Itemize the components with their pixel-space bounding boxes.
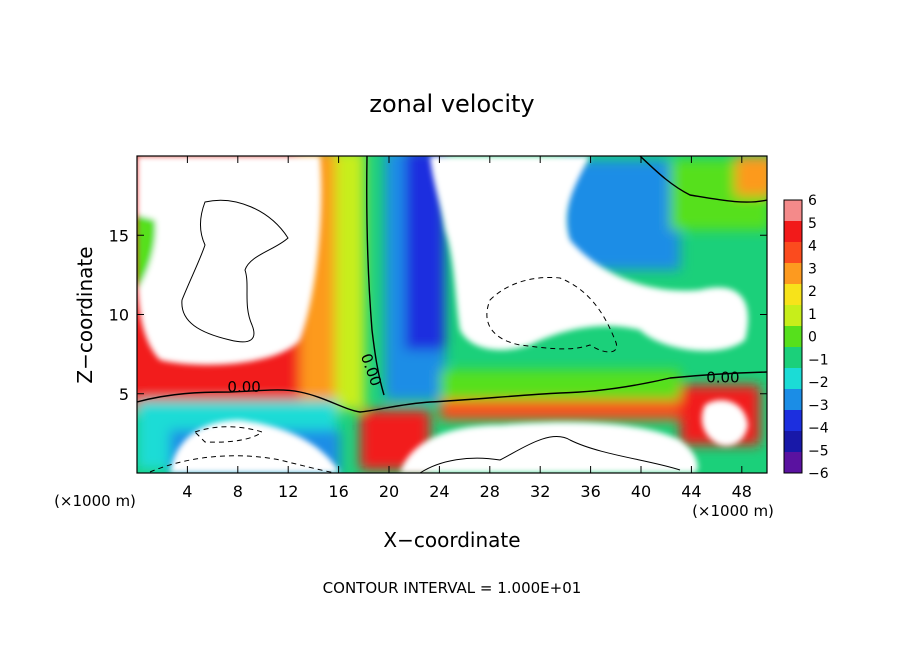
contour-label-text: 0.00: [227, 378, 260, 396]
colorbar-frame: [783, 199, 803, 474]
colorbar-label: 0: [808, 330, 817, 346]
white-spot-left-edge: [137, 215, 156, 290]
colorbar-swatch: [784, 389, 802, 411]
yellow-band-left: [335, 156, 365, 410]
y-tick-label: 10: [109, 306, 129, 325]
zero-contour-bottom: [419, 436, 681, 473]
colorbar-swatch: [784, 326, 802, 348]
lower-green-strip: [440, 370, 680, 400]
zero-contour-vertical: [366, 156, 385, 396]
colorbar-label: −2: [808, 375, 829, 391]
colorbar-swatch: [784, 347, 802, 369]
colorbar-label: −3: [808, 398, 829, 414]
negative-contour-bottom-left: [194, 426, 264, 443]
contour-label: 0.00: [227, 378, 260, 396]
zero-contour-upper-right: [639, 156, 767, 203]
white-region-bottom-right: [701, 400, 748, 446]
colorbar-swatch: [784, 242, 802, 264]
x-tick-label: 20: [379, 482, 399, 501]
colorbar-label: 6: [808, 193, 817, 209]
x-tick-label: 12: [278, 482, 298, 501]
negative-contour-bottom: [149, 455, 336, 473]
white-region-bottom-left: [170, 420, 340, 473]
colorbar: 6 5 4 3 2 1 0 −1 −2 −3 −4 −5 −6: [783, 193, 829, 482]
x-tick-label: 40: [631, 482, 651, 501]
colorbar-swatch: [784, 221, 802, 243]
x-tick-label: 36: [580, 482, 600, 501]
plot-area: 0.00 0.00 0.00: [137, 156, 767, 473]
y-axis: 5 10 15: [109, 226, 767, 404]
colorbar-swatch: [784, 431, 802, 453]
x-tick-label: 44: [681, 482, 701, 501]
y-tick-label: 5: [119, 385, 129, 404]
colorbar-label: 3: [808, 261, 817, 277]
colorbar-label: 4: [808, 239, 817, 255]
chart-title: zonal velocity: [369, 90, 534, 118]
colorbar-label: 1: [808, 307, 817, 323]
x-tick-label: 16: [328, 482, 348, 501]
colorbar-swatch: [784, 305, 802, 327]
colorbar-label: 2: [808, 284, 817, 300]
x-tick-label: 32: [530, 482, 550, 501]
x-tick-label: 24: [429, 482, 449, 501]
colorbar-label: 5: [808, 216, 817, 232]
negative-contour-center: [486, 276, 618, 353]
colorbar-swatch: [784, 200, 802, 222]
x-axis: 4 8 12 16 20 24 28 32 36 40 44 48: [182, 156, 752, 501]
positive-contour-left: [181, 199, 289, 343]
colorbar-label: −1: [808, 352, 829, 368]
lower-warm-strip: [440, 400, 680, 420]
colorbar-swatch: [784, 410, 802, 432]
x-unit-left: (×1000 m): [54, 492, 136, 510]
contour-label-text: 0.00: [706, 369, 739, 387]
colorbar-swatch: [784, 452, 802, 474]
colorbar-swatch: [784, 284, 802, 306]
x-axis-label: X−coordinate: [383, 528, 520, 552]
y-tick-label: 15: [109, 226, 129, 245]
zero-contour-main: [137, 371, 767, 413]
colorbar-swatch: [784, 263, 802, 285]
contour-label: 0.00: [706, 369, 739, 387]
colorbar-label: −4: [808, 421, 829, 437]
x-tick-label: 28: [480, 482, 500, 501]
x-tick-label: 4: [182, 482, 192, 501]
orange-upper-right: [735, 156, 767, 196]
white-region-left: [137, 156, 322, 365]
x-tick-label: 8: [233, 482, 243, 501]
contour-interval-note: CONTOUR INTERVAL = 1.000E+01: [323, 579, 582, 597]
colorbar-label: −5: [808, 443, 829, 459]
x-tick-label: 48: [732, 482, 752, 501]
white-region-bottom: [400, 422, 698, 473]
colorbar-label: −6: [808, 466, 829, 482]
colorbar-swatch: [784, 368, 802, 390]
x-unit-right: (×1000 m): [692, 502, 774, 520]
y-axis-label: Z−coordinate: [73, 246, 97, 383]
white-region-center: [430, 156, 748, 351]
